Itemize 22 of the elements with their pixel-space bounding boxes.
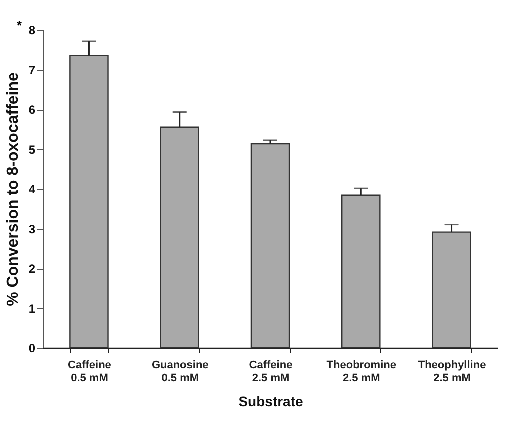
text: * [17, 18, 23, 33]
x-tick-label: Theobromine 2.5 mM [326, 360, 396, 384]
x-tick-label: Caffeine 0.5 mM [68, 360, 112, 384]
bar [160, 126, 200, 349]
x-tick-label: Theophylline 2.5 mM [418, 360, 486, 384]
x-tick-label: Caffeine 2.5 mM [249, 360, 293, 384]
x-tick-label: Guanosine 0.5 mM [152, 360, 209, 384]
x-axis-title: Substrate [238, 394, 304, 410]
y-tick-label: 8 [28, 24, 36, 38]
y-tick-label: 4 [28, 182, 36, 196]
y-axis-title: % Conversion to 8-oxocaffeine [4, 72, 22, 306]
y-tick-label: 5 [28, 142, 36, 157]
bar [70, 55, 109, 349]
y-tick-label: 0 [28, 342, 36, 356]
bar [250, 143, 290, 349]
bar [432, 232, 472, 349]
y-tick-label: 1 [28, 302, 36, 316]
y-tick-label: 2 [28, 262, 36, 276]
y-tick-label: 6 [28, 103, 36, 117]
y-tick-label: 3 [28, 222, 36, 236]
bar [342, 194, 381, 349]
y-tick-label: 7 [28, 63, 36, 78]
